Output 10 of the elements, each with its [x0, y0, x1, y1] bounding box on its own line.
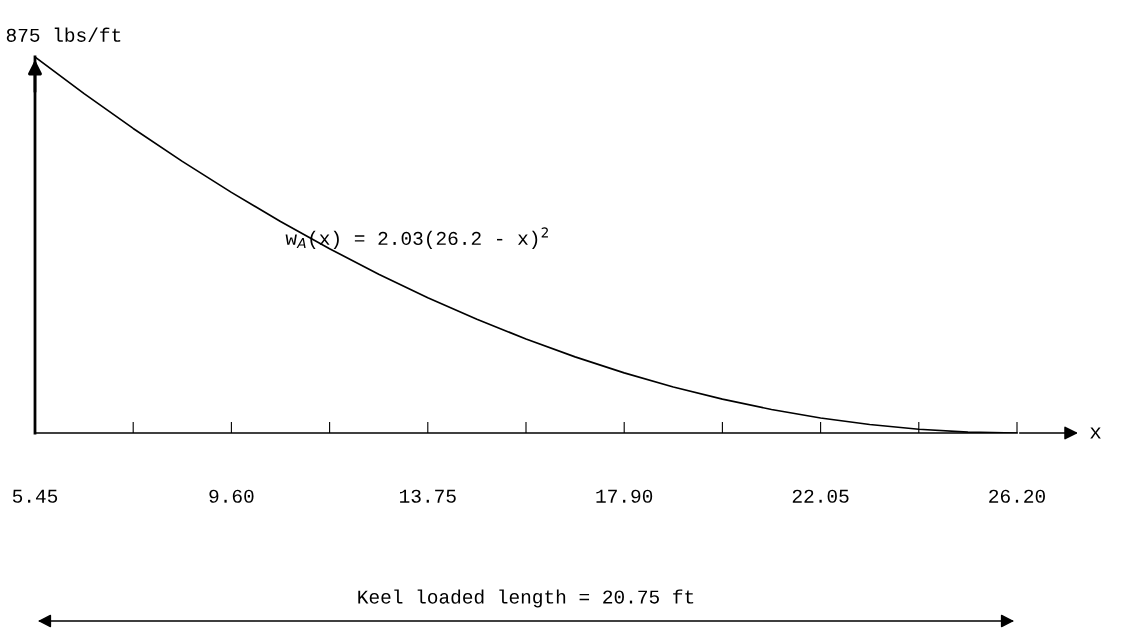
x-tick-label: 22.05	[792, 489, 849, 503]
annotation: w$_{A}$(x) = 2.03(26.2 - x)$^{2}$	[285, 227, 548, 249]
y-axis-title: 875 lbs/ft	[6, 27, 121, 42]
x-tick-label: 26.20	[989, 489, 1045, 503]
x-tick-label: 17.90	[596, 489, 653, 503]
x-axis-title: x	[1090, 427, 1101, 439]
x-tick-label: 13.75	[400, 489, 456, 503]
text: 5.45	[12, 489, 58, 503]
text: Keel loaded length = 20.75 ft	[358, 589, 694, 608]
x-tick-label: 9.60	[209, 489, 254, 503]
